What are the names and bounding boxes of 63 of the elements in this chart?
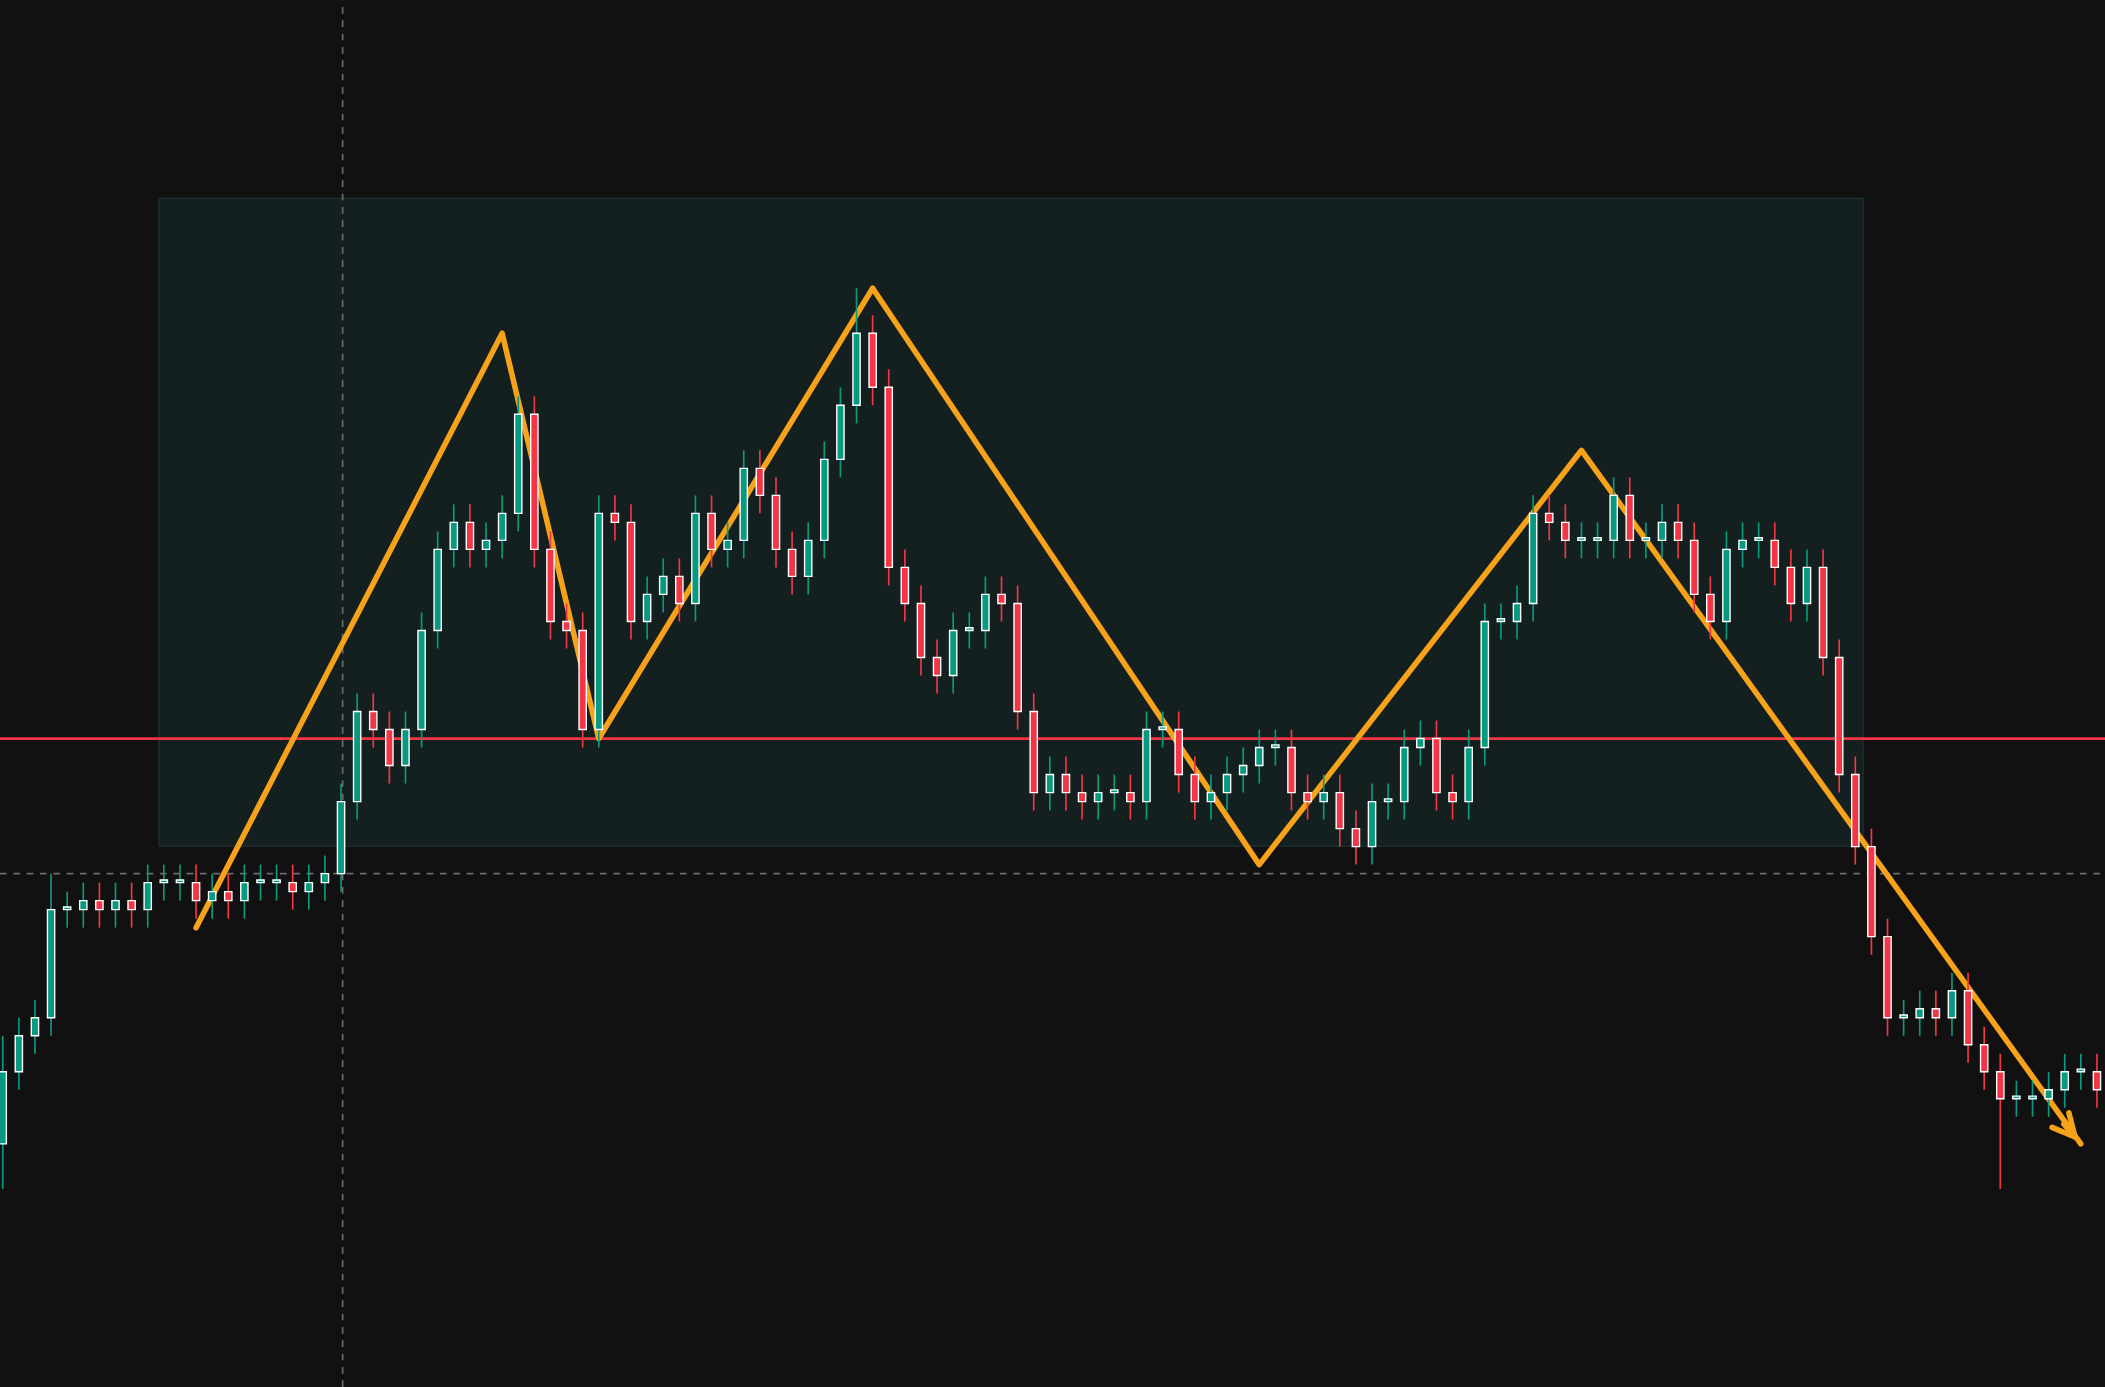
candlestick xyxy=(1641,521,1651,560)
candlestick xyxy=(288,863,298,911)
candlestick xyxy=(1126,773,1135,821)
candlestick xyxy=(320,854,330,902)
candlestick xyxy=(1077,773,1087,821)
candlestick xyxy=(2012,1079,2021,1118)
candlestick xyxy=(1496,602,1506,641)
candlestick xyxy=(62,890,72,929)
candlestick xyxy=(30,998,40,1055)
candlestick xyxy=(240,863,249,920)
candlestick xyxy=(1351,809,1361,866)
candlestick xyxy=(1206,773,1216,821)
candlestick xyxy=(2060,1052,2070,1109)
candlestick xyxy=(1657,503,1667,560)
candlestick xyxy=(1512,584,1522,641)
candlestick xyxy=(964,611,974,650)
candlestick xyxy=(175,863,185,902)
candlestick xyxy=(191,863,201,920)
candlestick xyxy=(2092,1052,2102,1109)
candlestick xyxy=(1915,989,1925,1037)
candlestick xyxy=(562,602,571,650)
candlestick xyxy=(1899,998,1908,1037)
candlestick xyxy=(1416,719,1425,767)
candlestick xyxy=(610,494,620,542)
candlestick xyxy=(2028,1079,2037,1118)
candlestick xyxy=(1222,755,1232,812)
candlestick xyxy=(127,881,136,929)
candlestick xyxy=(304,863,314,911)
candlestick xyxy=(78,881,88,929)
candlestick xyxy=(1109,773,1119,812)
candlestick xyxy=(1561,503,1570,560)
candlestick xyxy=(997,575,1006,623)
candlestick xyxy=(1673,503,1683,560)
candlestick xyxy=(723,521,732,569)
candlestick xyxy=(1738,521,1747,569)
candlestick xyxy=(1593,521,1602,560)
candlestick xyxy=(1544,494,1554,542)
candlestick xyxy=(1238,746,1248,794)
candlestick xyxy=(1158,710,1167,749)
candlestick xyxy=(1254,728,1264,785)
candlestick xyxy=(256,863,265,902)
candlestick xyxy=(932,638,942,695)
candlestick xyxy=(272,863,281,902)
candlestick xyxy=(1319,773,1329,821)
candlestick xyxy=(1093,773,1103,821)
candlestick xyxy=(223,872,233,920)
candlestick xyxy=(1303,773,1312,821)
candlestick xyxy=(1383,782,1393,821)
candlestick xyxy=(481,521,491,569)
candlestick xyxy=(111,881,120,929)
candlestick xyxy=(95,881,104,929)
candlestick xyxy=(1045,755,1055,812)
candlestick xyxy=(2076,1052,2086,1091)
candlestick xyxy=(159,863,169,902)
candlestick xyxy=(1754,521,1763,560)
candlestick xyxy=(1448,773,1457,821)
candlestick xyxy=(1271,728,1280,767)
candlestick xyxy=(1931,989,1941,1037)
candlestick xyxy=(2044,1070,2053,1118)
candlestick xyxy=(1061,755,1071,812)
candlestick xyxy=(207,872,217,920)
candlestick xyxy=(1577,521,1586,560)
candlestick xyxy=(658,557,668,614)
